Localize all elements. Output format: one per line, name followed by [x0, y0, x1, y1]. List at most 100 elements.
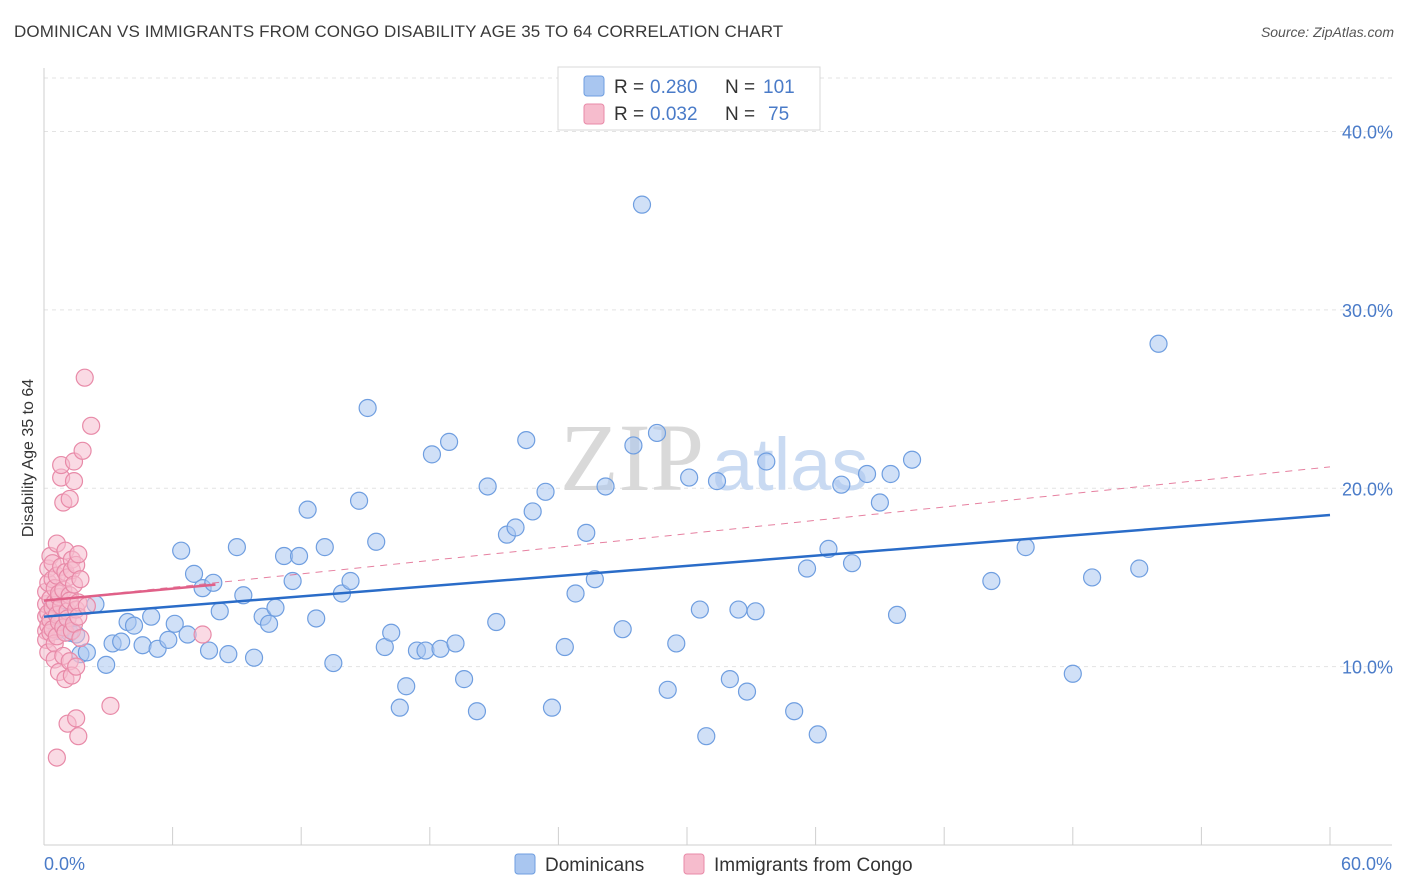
dominicans-point-95 [902, 450, 922, 469]
dominicans-point-79 [707, 472, 727, 491]
dominicans-point-63 [536, 482, 555, 501]
dominicans-point-48 [397, 677, 416, 696]
dominicans-point-94 [887, 605, 907, 625]
dominicans-point-37 [307, 609, 326, 628]
legend-swatch-dominicans [583, 75, 605, 97]
congo-point-61 [67, 709, 86, 728]
dominicans-point-64 [542, 698, 562, 717]
grid [44, 77, 1392, 668]
watermark-atlas: atlas [712, 423, 868, 506]
dominicans-point-9 [97, 655, 116, 674]
dominicans-point-77 [690, 600, 709, 619]
dominicans-point-100 [1130, 559, 1149, 578]
watermark: ZIP atlas [560, 404, 868, 511]
dominicans-point-60 [506, 518, 525, 537]
legend-n-value-1: 101 [763, 77, 795, 98]
dominicans-point-23 [199, 641, 219, 660]
dominicans-point-80 [720, 670, 739, 689]
dominicans-point-81 [729, 600, 748, 619]
dominicans-point-97 [1016, 538, 1035, 557]
dominicans-point-91 [857, 464, 877, 484]
chart-title: DOMINICAN VS IMMIGRANTS FROM CONGO DISAB… [14, 22, 784, 41]
dominicans-point-86 [797, 559, 817, 578]
dominicans-point-74 [658, 680, 677, 699]
dominicans-point-66 [566, 584, 585, 603]
bottom-legend-congo: Immigrants from Congo [714, 855, 913, 876]
legend-r-label-1: R = [614, 77, 644, 98]
source-label: Source: ZipAtlas.com [1260, 24, 1394, 40]
dominicans-point-18 [165, 614, 184, 633]
y-tick-label-40: 40.0% [1342, 123, 1393, 143]
congo-point-65 [71, 628, 90, 648]
dominicans-point-75 [667, 634, 686, 653]
dominicans-points [43, 195, 1168, 746]
x-tick-label-max: 60.0% [1341, 854, 1392, 874]
dominicans-point-25 [210, 602, 229, 621]
bottom-legend: Dominicans Immigrants from Congo [514, 853, 913, 876]
congo-points [37, 368, 212, 767]
dominicans-point-34 [283, 571, 302, 591]
congo-point-67 [73, 441, 92, 460]
dominicans-point-98 [1063, 664, 1082, 683]
bottom-legend-swatch-congo [683, 853, 705, 875]
congo-point-68 [75, 368, 94, 387]
dominicans-point-83 [746, 602, 765, 621]
dominicans-point-87 [808, 725, 827, 744]
dominicans-point-46 [382, 623, 401, 642]
dominicans-point-39 [324, 653, 343, 673]
dominicans-point-71 [624, 436, 643, 455]
dominicans-point-101 [1149, 334, 1168, 353]
dominicans-point-82 [737, 682, 757, 701]
dominicans-point-43 [358, 398, 377, 418]
legend-r-value-1: 0.280 [650, 77, 698, 98]
bottom-legend-swatch-dominicans [514, 853, 536, 875]
dominicans-point-92 [870, 493, 890, 512]
legend: R = 0.280 N = 101 R = 0.032 N = 75 [557, 66, 821, 131]
dominicans-point-11 [112, 632, 131, 651]
dominicans-point-14 [133, 636, 152, 655]
congo-point-54 [64, 472, 84, 491]
watermark-zip: ZIP [560, 404, 704, 511]
x-tick-label-min: 0.0% [44, 854, 85, 874]
dominicans-point-38 [315, 538, 334, 557]
dominicans-point-41 [341, 571, 360, 591]
legend-r-label-2: R = [614, 104, 644, 125]
dominicans-point-57 [478, 477, 497, 496]
dominicans-point-56 [467, 702, 487, 721]
dominicans-point-73 [647, 423, 667, 443]
congo-point-62 [69, 545, 88, 564]
axes [43, 68, 1392, 846]
dominicans-point-58 [487, 612, 506, 632]
dominicans-point-72 [632, 195, 652, 214]
dominicans-point-44 [367, 532, 386, 551]
dominicans-point-62 [523, 502, 542, 521]
y-axis-label: Disability Age 35 to 64 [20, 379, 37, 537]
dominicans-point-61 [517, 430, 536, 450]
dominicans-point-42 [349, 491, 369, 510]
dominicans-point-99 [1082, 568, 1102, 587]
dominicans-point-90 [842, 554, 862, 573]
dominicans-point-31 [259, 614, 279, 633]
legend-n-label-1: N = [725, 77, 755, 98]
dominicans-point-26 [219, 645, 238, 664]
y-tick-label-20: 20.0% [1342, 479, 1393, 499]
dominicans-point-69 [596, 477, 615, 496]
dominicans-point-76 [680, 468, 699, 487]
dominicans-point-47 [390, 698, 409, 717]
congo-point-69 [47, 748, 66, 767]
dominicans-point-13 [124, 616, 144, 635]
dominicans-point-36 [298, 500, 317, 519]
congo-point-71 [69, 727, 88, 746]
dominicans-point-85 [785, 702, 804, 721]
dominicans-point-70 [613, 620, 632, 639]
dominicans-point-21 [184, 564, 204, 583]
y-tick-label-10: 10.0% [1342, 658, 1393, 678]
dominicans-point-68 [585, 570, 604, 589]
dominicans-point-54 [446, 634, 465, 653]
bottom-legend-dominicans: Dominicans [545, 855, 644, 876]
dominicans-point-32 [266, 598, 285, 617]
dominicans-point-29 [244, 648, 264, 667]
dominicans-point-84 [757, 452, 776, 471]
dominicans-point-35 [289, 546, 309, 566]
